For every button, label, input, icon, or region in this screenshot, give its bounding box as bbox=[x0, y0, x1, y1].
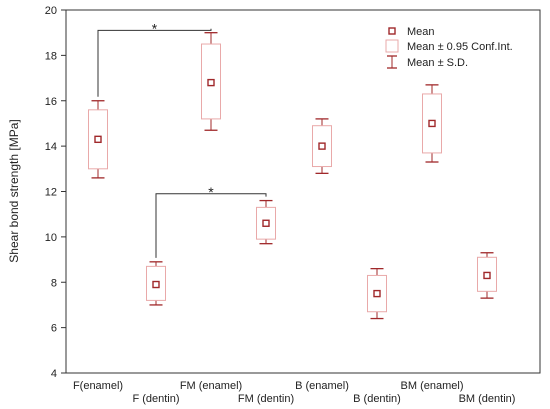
x-tick-label: FM (dentin) bbox=[238, 393, 294, 405]
legend-label-sd: Mean ± S.D. bbox=[407, 57, 468, 69]
y-tick-label: 4 bbox=[51, 368, 57, 380]
legend-mean-symbol bbox=[388, 27, 396, 35]
group-7 bbox=[477, 252, 497, 299]
significance-brackets: ** bbox=[97, 20, 267, 258]
bracket-line bbox=[155, 193, 267, 258]
significance-star: * bbox=[152, 20, 158, 36]
group-1 bbox=[146, 261, 166, 306]
mean-marker bbox=[94, 135, 102, 144]
group-5 bbox=[367, 267, 387, 320]
legend: Mean Mean ± 0.95 Conf.Int. Mean ± S.D. bbox=[385, 26, 513, 69]
boxes-layer bbox=[88, 32, 497, 320]
x-tick-label: F (dentin) bbox=[132, 393, 179, 405]
significance-bracket: * bbox=[97, 20, 212, 97]
group-6 bbox=[422, 84, 442, 163]
mean-marker bbox=[483, 271, 491, 280]
significance-star: * bbox=[208, 184, 214, 200]
y-tick-label: 6 bbox=[51, 323, 57, 335]
mean-marker bbox=[428, 119, 436, 128]
y-tick-label: 10 bbox=[45, 232, 57, 244]
x-tick-label: BM (enamel) bbox=[401, 380, 464, 392]
group-0 bbox=[88, 100, 108, 179]
y-tick-label: 14 bbox=[45, 141, 57, 153]
mean-marker bbox=[207, 78, 215, 87]
y-axis: 4 6 8 10 12 14 16 18 20 bbox=[45, 5, 66, 380]
legend-label-ci: Mean ± 0.95 Conf.Int. bbox=[407, 41, 513, 53]
group-2 bbox=[201, 32, 221, 131]
mean-marker bbox=[373, 289, 381, 298]
x-axis-labels: F(enamel) F (dentin)FM (enamel)FM (dentin… bbox=[73, 380, 515, 405]
y-axis-title: Shear bond strength [MPa] bbox=[7, 119, 21, 262]
legend-ci-symbol bbox=[385, 39, 399, 53]
group-4 bbox=[312, 118, 332, 175]
y-tick-label: 20 bbox=[45, 5, 57, 17]
mean-marker bbox=[318, 142, 326, 150]
mean-marker bbox=[262, 219, 270, 227]
group-3 bbox=[256, 199, 276, 245]
y-tick-label: 18 bbox=[45, 50, 57, 62]
x-tick-label: B (enamel) bbox=[295, 380, 349, 392]
y-tick-label: 16 bbox=[45, 96, 57, 108]
legend-label-mean: Mean bbox=[407, 26, 435, 38]
plot-frame bbox=[65, 9, 541, 374]
x-tick-label: F(enamel) bbox=[73, 380, 123, 392]
x-tick-label: BM (dentin) bbox=[459, 393, 516, 405]
mean-marker bbox=[152, 280, 160, 289]
significance-bracket: * bbox=[155, 184, 267, 258]
bracket-line bbox=[97, 28, 212, 97]
y-tick-label: 12 bbox=[45, 187, 57, 199]
x-tick-label: FM (enamel) bbox=[180, 380, 242, 392]
x-tick-label: B (dentin) bbox=[353, 393, 401, 405]
y-tick-label: 8 bbox=[51, 277, 57, 289]
